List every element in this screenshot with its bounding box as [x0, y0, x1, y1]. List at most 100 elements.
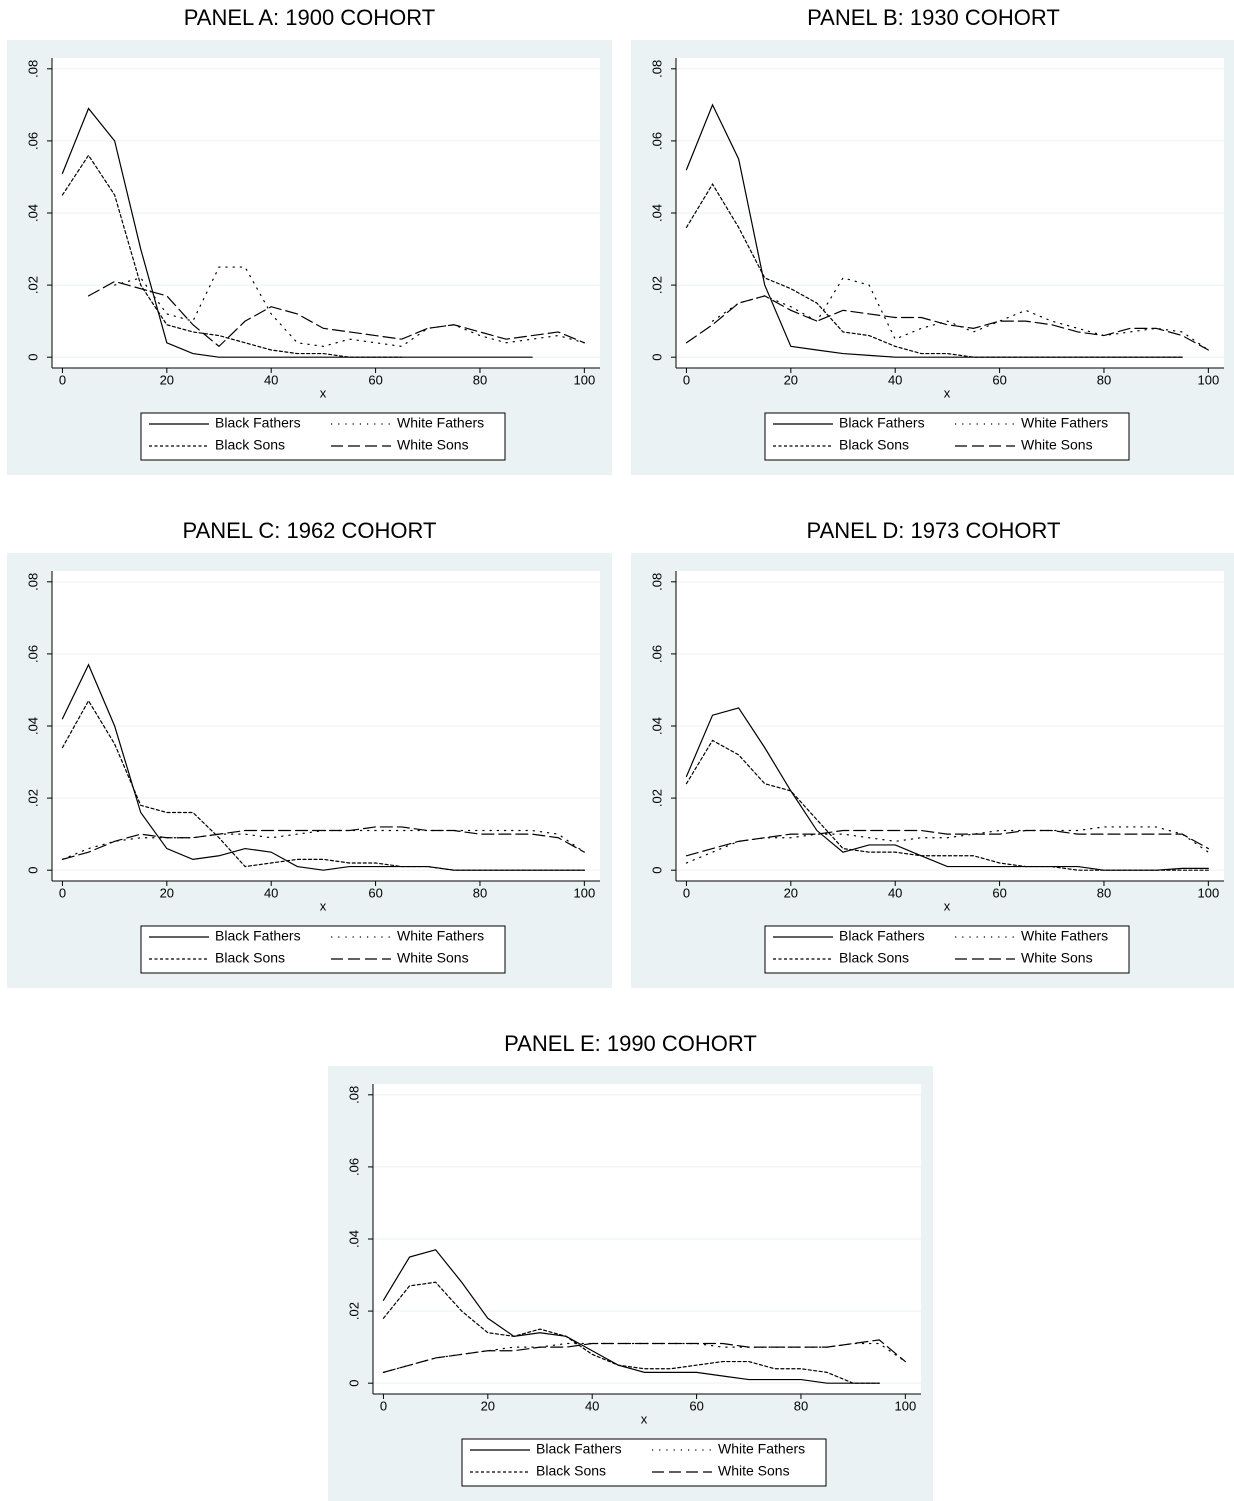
y-tick-label: .02 [25, 276, 40, 294]
y-tick-label: .08 [25, 60, 40, 78]
legend-label: White Sons [397, 437, 469, 453]
y-tick-label: 0 [649, 354, 664, 361]
y-tick-label: .08 [25, 573, 40, 591]
y-tick-label: .08 [649, 573, 664, 591]
legend-label: Black Sons [839, 437, 909, 453]
x-tick-label: 100 [1197, 885, 1219, 900]
legend-box [140, 925, 506, 974]
panel-title: PANEL A: 1900 COHORT [184, 5, 435, 30]
series-line [61, 829, 585, 860]
legend-box [140, 412, 506, 461]
x-tick-label: 60 [992, 372, 1006, 387]
x-tick-label: 40 [585, 1398, 599, 1413]
y-tick-label: .06 [346, 1158, 361, 1176]
series-line [61, 107, 533, 358]
series-line [685, 829, 1209, 857]
x-tick-label: 80 [1097, 885, 1111, 900]
panel-title: PANEL D: 1973 COHORT [807, 518, 1061, 543]
legend-label: White Fathers [1021, 928, 1108, 944]
series-line [114, 266, 585, 347]
legend-box [764, 925, 1130, 974]
series-line [685, 295, 1209, 351]
x-axis-label: x [944, 898, 951, 913]
x-tick-label: 20 [481, 1398, 495, 1413]
legend-label: Black Sons [839, 950, 909, 966]
x-tick-label: 20 [160, 372, 174, 387]
y-tick-label: .02 [649, 276, 664, 294]
x-tick-label: 20 [784, 885, 798, 900]
x-tick-label: 100 [573, 885, 595, 900]
x-tick-label: 60 [992, 885, 1006, 900]
x-axis-label: x [320, 385, 327, 400]
x-tick-label: 60 [368, 885, 382, 900]
series-line [382, 1281, 880, 1384]
series-line [685, 182, 1183, 358]
y-tick-label: 0 [346, 1380, 361, 1387]
y-tick-label: .02 [649, 789, 664, 807]
x-tick-label: 40 [264, 885, 278, 900]
legend-label: Black Fathers [839, 415, 925, 431]
y-tick-label: .08 [346, 1086, 361, 1104]
x-tick-label: 0 [683, 885, 690, 900]
legend-label: Black Sons [215, 437, 285, 453]
series-line [61, 699, 585, 871]
series-line [87, 280, 585, 348]
x-tick-label: 40 [888, 372, 902, 387]
panel: 0 .02 .04 .06 .08 0 20 40 60 80 100 x Black Fathers W… [328, 1066, 933, 1501]
x-tick-label: 60 [689, 1398, 703, 1413]
y-tick-label: 0 [25, 354, 40, 361]
legend-label: White Sons [1021, 950, 1093, 966]
legend-box [764, 412, 1130, 461]
x-tick-label: 60 [368, 372, 382, 387]
legend-label: Black Fathers [215, 928, 301, 944]
x-tick-label: 0 [683, 372, 690, 387]
x-tick-label: 0 [380, 1398, 387, 1413]
legend-label: White Fathers [1021, 415, 1108, 431]
panel: 0 .02 .04 .06 .08 0 20 40 60 80 100 x Black Fathers W… [631, 40, 1234, 475]
series-line [685, 826, 1209, 864]
y-tick-label: 0 [649, 867, 664, 874]
legend-label: White Fathers [718, 1441, 805, 1457]
x-axis-label: x [944, 385, 951, 400]
series-line [685, 739, 1209, 871]
x-tick-label: 80 [794, 1398, 808, 1413]
legend-label: White Sons [718, 1463, 790, 1479]
legend-label: Black Fathers [839, 928, 925, 944]
x-axis-label: x [320, 898, 327, 913]
panel-title: PANEL E: 1990 COHORT [504, 1031, 757, 1056]
x-tick-label: 100 [1197, 372, 1219, 387]
y-tick-label: .02 [25, 789, 40, 807]
y-tick-label: .02 [346, 1302, 361, 1320]
legend-label: Black Sons [215, 950, 285, 966]
legend-label: Black Fathers [536, 1441, 622, 1457]
series-line [61, 154, 403, 358]
y-tick-label: .04 [346, 1230, 361, 1248]
x-tick-label: 0 [59, 885, 66, 900]
legend-label: White Sons [397, 950, 469, 966]
x-tick-label: 100 [573, 372, 595, 387]
panel: 0 .02 .04 .06 .08 0 20 40 60 80 100 x Black Fathers W… [631, 553, 1234, 988]
panel: 0 .02 .04 .06 .08 0 20 40 60 80 100 x Black Fathers W… [7, 40, 612, 475]
legend-label: Black Sons [536, 1463, 606, 1479]
x-tick-label: 100 [894, 1398, 916, 1413]
x-tick-label: 80 [473, 885, 487, 900]
y-tick-label: .04 [649, 204, 664, 222]
legend-label: Black Fathers [215, 415, 301, 431]
y-tick-label: .06 [649, 645, 664, 663]
legend-label: White Fathers [397, 415, 484, 431]
series-line [382, 1249, 880, 1384]
y-tick-label: .06 [649, 132, 664, 150]
series-line [685, 707, 1209, 871]
series-line [382, 1339, 906, 1373]
series-line [61, 826, 585, 860]
x-tick-label: 0 [59, 372, 66, 387]
x-tick-label: 40 [888, 885, 902, 900]
panel-title: PANEL B: 1930 COHORT [807, 5, 1060, 30]
y-tick-label: .08 [649, 60, 664, 78]
legend-box [461, 1438, 827, 1487]
panel-title: PANEL C: 1962 COHORT [183, 518, 437, 543]
y-tick-label: .06 [25, 645, 40, 663]
x-tick-label: 40 [264, 372, 278, 387]
x-tick-label: 20 [160, 885, 174, 900]
